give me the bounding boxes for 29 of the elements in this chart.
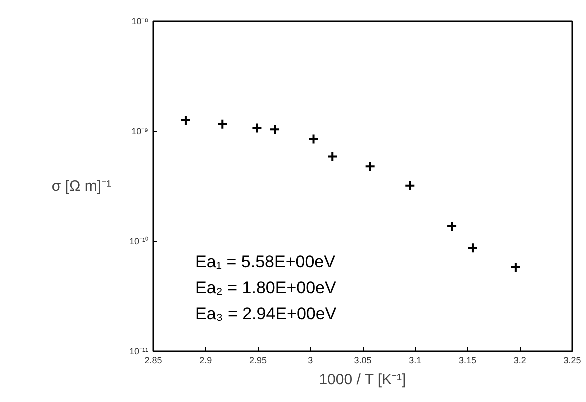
y-tick-label: 10⁻¹¹ — [129, 346, 149, 356]
point — [446, 220, 458, 232]
point — [217, 118, 228, 130]
y-tick-label: 10⁻⁸ — [132, 16, 149, 26]
x-tick-label: 2.95 — [249, 356, 268, 366]
x-tick-label: 3 — [308, 356, 314, 366]
point — [467, 242, 478, 254]
annotation: Ea₁ = 5.58E+00eV — [196, 252, 336, 272]
point — [327, 151, 338, 162]
point — [180, 114, 192, 126]
y-axis-title: σ [Ω m]⁻¹ — [52, 178, 112, 195]
y-tick-label: 10⁻¹⁰ — [129, 236, 149, 246]
x-tick-label: 3.15 — [458, 356, 477, 366]
y-tick-label: 10⁻⁹ — [132, 126, 149, 136]
point — [510, 262, 522, 274]
x-tick-label: 3.1 — [409, 356, 422, 366]
x-tick-label: 2.9 — [200, 356, 212, 366]
x-tick-label: 2.85 — [144, 356, 162, 366]
x-tick-label: 3.05 — [354, 356, 372, 366]
point — [404, 180, 416, 192]
annotation: Ea₃ = 2.94E+00eV — [196, 304, 338, 324]
x-axis-title: 1000 / T [K⁻¹] — [319, 372, 406, 388]
point — [308, 134, 320, 145]
point — [364, 161, 376, 172]
x-tick-label: 3.25 — [564, 356, 582, 366]
x-tick-label: 3.2 — [514, 356, 526, 366]
annotation: Ea₂ = 1.80E+00eV — [196, 278, 337, 298]
point — [270, 124, 281, 136]
point — [252, 122, 263, 134]
